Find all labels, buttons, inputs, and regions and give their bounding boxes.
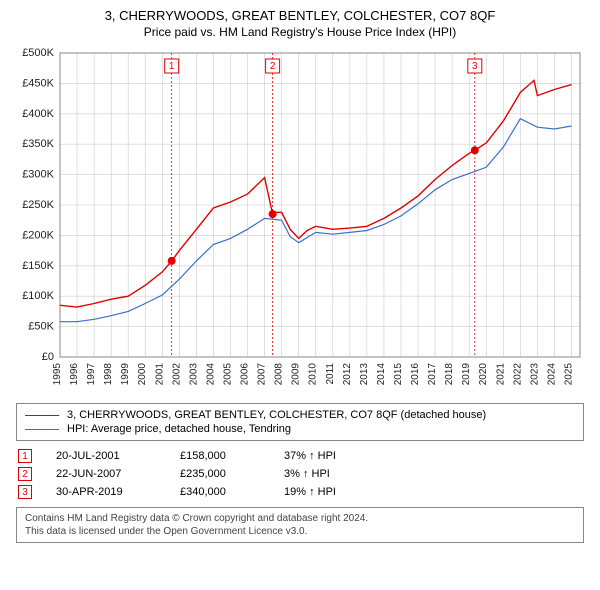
svg-text:2025: 2025 [563, 363, 574, 386]
svg-text:2002: 2002 [171, 363, 182, 386]
svg-text:2008: 2008 [274, 363, 285, 386]
line-chart: £0 £50K £100K £150K £200K £250K £300K £350K £400… [12, 45, 588, 395]
svg-text:2010: 2010 [308, 363, 319, 386]
svg-text:2017: 2017 [427, 363, 438, 386]
svg-text:2022: 2022 [512, 363, 523, 386]
svg-text:2015: 2015 [393, 363, 404, 386]
svg-text:£150K: £150K [22, 260, 54, 272]
svg-text:2005: 2005 [222, 363, 233, 386]
transaction-marker: 2 [18, 467, 32, 481]
svg-text:2014: 2014 [376, 363, 387, 386]
footer-line: This data is licensed under the Open Gov… [25, 525, 575, 538]
chart-title: 3, CHERRYWOODS, GREAT BENTLEY, COLCHESTE… [12, 8, 588, 23]
svg-text:2021: 2021 [495, 363, 506, 386]
svg-text:2020: 2020 [478, 363, 489, 386]
footer-attribution: Contains HM Land Registry data © Crown c… [16, 507, 584, 543]
legend-swatch [25, 415, 59, 416]
legend-swatch [25, 429, 59, 430]
svg-text:2012: 2012 [342, 363, 353, 386]
svg-text:2018: 2018 [444, 363, 455, 386]
svg-text:2024: 2024 [546, 363, 557, 386]
svg-text:1997: 1997 [86, 363, 97, 386]
svg-text:£300K: £300K [22, 169, 54, 181]
svg-text:£350K: £350K [22, 138, 54, 150]
svg-text:2006: 2006 [240, 363, 251, 386]
svg-text:1999: 1999 [120, 363, 131, 386]
legend-item: 3, CHERRYWOODS, GREAT BENTLEY, COLCHESTE… [25, 408, 575, 422]
transaction-marker: 3 [18, 485, 32, 499]
transaction-marker: 1 [18, 449, 32, 463]
legend-label: HPI: Average price, detached house, Tend… [67, 423, 291, 435]
svg-text:2000: 2000 [137, 363, 148, 386]
chart-subtitle: Price paid vs. HM Land Registry's House … [12, 25, 588, 39]
transaction-date: 30-APR-2019 [56, 486, 156, 498]
transaction-price: £158,000 [180, 450, 260, 462]
svg-text:2007: 2007 [257, 363, 268, 386]
svg-text:£250K: £250K [22, 199, 54, 211]
transaction-date: 22-JUN-2007 [56, 468, 156, 480]
transaction-hpi: 3% ↑ HPI [284, 468, 384, 480]
svg-text:2009: 2009 [291, 363, 302, 386]
svg-text:£400K: £400K [22, 108, 54, 120]
svg-text:£50K: £50K [28, 321, 54, 333]
transaction-price: £235,000 [180, 468, 260, 480]
transaction-hpi: 37% ↑ HPI [284, 450, 384, 462]
transaction-price: £340,000 [180, 486, 260, 498]
svg-text:£450K: £450K [22, 77, 54, 89]
svg-text:£500K: £500K [22, 47, 54, 59]
transaction-row: 3 30-APR-2019 £340,000 19% ↑ HPI [16, 483, 584, 501]
svg-text:2004: 2004 [205, 363, 216, 386]
svg-text:3: 3 [472, 61, 478, 72]
legend-item: HPI: Average price, detached house, Tend… [25, 422, 575, 436]
svg-text:2016: 2016 [410, 363, 421, 386]
transaction-row: 1 20-JUL-2001 £158,000 37% ↑ HPI [16, 447, 584, 465]
svg-text:£100K: £100K [22, 290, 54, 302]
transaction-table: 1 20-JUL-2001 £158,000 37% ↑ HPI 2 22-JUN-200… [16, 447, 584, 501]
svg-text:1995: 1995 [52, 363, 63, 386]
svg-text:2019: 2019 [461, 363, 472, 386]
svg-text:2023: 2023 [529, 363, 540, 386]
svg-text:£200K: £200K [22, 229, 54, 241]
svg-text:1996: 1996 [69, 363, 80, 386]
transaction-date: 20-JUL-2001 [56, 450, 156, 462]
chart-area: £0 £50K £100K £150K £200K £250K £300K £350K £400… [12, 45, 588, 395]
svg-text:2011: 2011 [325, 363, 336, 385]
svg-text:2: 2 [270, 61, 276, 72]
transaction-hpi: 19% ↑ HPI [284, 486, 384, 498]
chart-container: 3, CHERRYWOODS, GREAT BENTLEY, COLCHESTE… [0, 0, 600, 549]
transaction-row: 2 22-JUN-2007 £235,000 3% ↑ HPI [16, 465, 584, 483]
svg-text:2013: 2013 [359, 363, 370, 386]
legend: 3, CHERRYWOODS, GREAT BENTLEY, COLCHESTE… [16, 403, 584, 441]
svg-text:1998: 1998 [103, 363, 114, 386]
svg-text:1: 1 [169, 61, 175, 72]
footer-line: Contains HM Land Registry data © Crown c… [25, 512, 575, 525]
svg-text:2001: 2001 [154, 363, 165, 386]
legend-label: 3, CHERRYWOODS, GREAT BENTLEY, COLCHESTE… [67, 409, 486, 421]
svg-text:2003: 2003 [188, 363, 199, 386]
svg-text:£0: £0 [42, 351, 54, 363]
